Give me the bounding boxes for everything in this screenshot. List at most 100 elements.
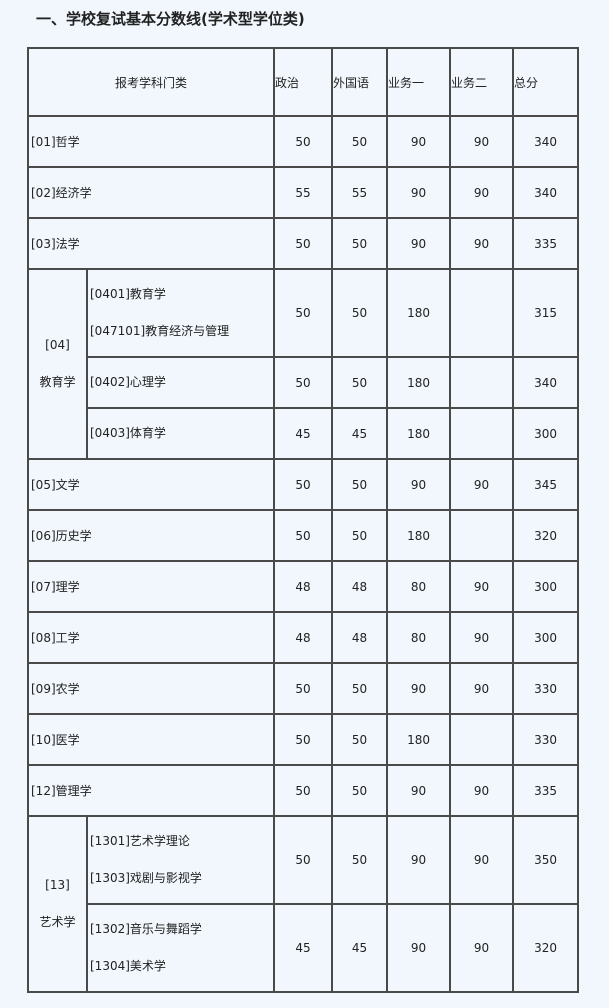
score-cell: 50 — [273, 268, 334, 358]
score-cell: 80 — [386, 560, 452, 613]
subject-cell: [12]管理学 — [26, 764, 276, 817]
group-name: 艺术学 — [39, 915, 76, 929]
header-cell: 总分 — [512, 47, 580, 117]
subject-name: [0403]体育学 — [90, 426, 166, 440]
score-cell: 90 — [449, 764, 515, 817]
score-cell: 50 — [331, 764, 389, 817]
score-cell: 48 — [273, 560, 334, 613]
score-cell: 180 — [386, 713, 452, 766]
score-cell: 48 — [331, 611, 389, 664]
score-cell: 50 — [331, 509, 389, 562]
score-cell — [449, 268, 515, 358]
score-cell: 340 — [512, 356, 580, 409]
subject-cell: [07]理学 — [26, 560, 276, 613]
score-cell: 45 — [273, 407, 334, 460]
group-cell: [13] 艺术学 — [27, 815, 88, 993]
table-row: [13] 艺术学 [1301]艺术学理论 [1303]戏剧与影视学 50 50 90 90 35… — [27, 815, 580, 993]
score-cell: 50 — [331, 268, 389, 358]
score-cell: 50 — [273, 115, 334, 168]
score-cell: 50 — [331, 356, 389, 409]
score-cell: 315 — [512, 268, 580, 358]
score-cell: 330 — [512, 713, 580, 766]
score-cell: 90 — [449, 662, 515, 715]
score-cell: 50 — [331, 815, 389, 905]
subject-cell: [09]农学 — [26, 662, 276, 715]
score-cell: 180 — [386, 407, 452, 460]
subject-cell: [06]历史学 — [26, 509, 276, 562]
subject-name: [1304]美术学 — [90, 959, 166, 973]
score-cell: 340 — [512, 115, 580, 168]
score-cell: 90 — [449, 115, 515, 168]
score-cell: 90 — [386, 903, 452, 993]
subject-cell: [03]法学 — [26, 217, 276, 270]
subject-cell: [05]文学 — [26, 458, 276, 511]
score-cell: 90 — [449, 217, 515, 270]
table-row: [07]理学 48 48 80 90 300 — [26, 560, 580, 613]
score-cell: 90 — [449, 611, 515, 664]
score-cell: 90 — [449, 815, 515, 905]
subject-name: [1302]音乐与舞蹈学 — [90, 922, 202, 936]
table-row: [10]医学 50 50 180 330 — [26, 713, 580, 766]
table-row: [09]农学 50 50 90 90 330 — [26, 662, 580, 715]
table-row: [04] 教育学 [0401]教育学 [047101]教育经济与管理 50 50 180 31… — [27, 268, 580, 460]
subject-cell: [02]经济学 — [26, 166, 276, 219]
score-cell: 50 — [273, 764, 334, 817]
subject-cell: [0403]体育学 — [85, 407, 276, 460]
subject-name: [047101]教育经济与管理 — [90, 324, 230, 338]
group-code: [04] — [45, 338, 70, 352]
score-cell: 180 — [386, 268, 452, 358]
score-cell: 90 — [386, 115, 452, 168]
score-cell — [449, 407, 515, 460]
score-cell: 300 — [512, 611, 580, 664]
table-row: [0403]体育学 45 45 180 300 — [28, 407, 580, 460]
header-cell: 业务一 — [386, 47, 452, 117]
score-cell: 48 — [331, 560, 389, 613]
header-cell: 外国语 — [331, 47, 389, 117]
score-cell: 50 — [331, 458, 389, 511]
table-row: [03]法学 50 50 90 90 335 — [26, 217, 580, 270]
table-row: [05]文学 50 50 90 90 345 — [26, 458, 580, 511]
score-cell — [449, 713, 515, 766]
table-row: [06]历史学 50 50 180 320 — [26, 509, 580, 562]
score-cell: 45 — [331, 903, 389, 993]
score-cell: 50 — [331, 662, 389, 715]
score-cell: 300 — [512, 560, 580, 613]
subject-name: [1301]艺术学理论 — [90, 834, 190, 848]
score-cell: 50 — [273, 815, 334, 905]
score-cell — [449, 509, 515, 562]
table-row: [01]哲学 50 50 90 90 340 — [26, 115, 580, 168]
score-cell: 90 — [386, 764, 452, 817]
header-cell: 业务二 — [449, 47, 515, 117]
score-cell: 80 — [386, 611, 452, 664]
score-cell: 90 — [449, 458, 515, 511]
subject-cell: [1301]艺术学理论 [1303]戏剧与影视学 — [85, 815, 276, 905]
table-row: [1302]音乐与舞蹈学 [1304]美术学 45 45 90 90 320 — [28, 903, 580, 993]
subject-name: [0401]教育学 — [90, 287, 166, 301]
score-cell: 45 — [331, 407, 389, 460]
score-cell: 335 — [512, 217, 580, 270]
score-cell: 48 — [273, 611, 334, 664]
score-cell: 345 — [512, 458, 580, 511]
table-row: [08]工学 48 48 80 90 300 — [26, 611, 580, 664]
score-cell: 50 — [331, 217, 389, 270]
subject-name: [1303]戏剧与影视学 — [90, 871, 202, 885]
header-cell: 政治 — [273, 47, 334, 117]
score-cell: 320 — [512, 509, 580, 562]
score-cell: 50 — [273, 662, 334, 715]
subject-cell: [01]哲学 — [26, 115, 276, 168]
table-row: [0402]心理学 50 50 180 340 — [28, 356, 580, 409]
score-cell: 350 — [512, 815, 580, 905]
score-cell: 300 — [512, 407, 580, 460]
score-cell: 90 — [386, 815, 452, 905]
score-cell — [449, 356, 515, 409]
score-cell: 335 — [512, 764, 580, 817]
score-cell: 50 — [273, 458, 334, 511]
score-cell: 55 — [331, 166, 389, 219]
score-cell: 90 — [449, 903, 515, 993]
score-cell: 90 — [386, 217, 452, 270]
score-cell: 50 — [273, 713, 334, 766]
table-row: [02]经济学 55 55 90 90 340 — [26, 166, 580, 219]
score-cell: 55 — [273, 166, 334, 219]
group-code: [13] — [45, 878, 70, 892]
table-row: [12]管理学 50 50 90 90 335 — [26, 764, 580, 817]
